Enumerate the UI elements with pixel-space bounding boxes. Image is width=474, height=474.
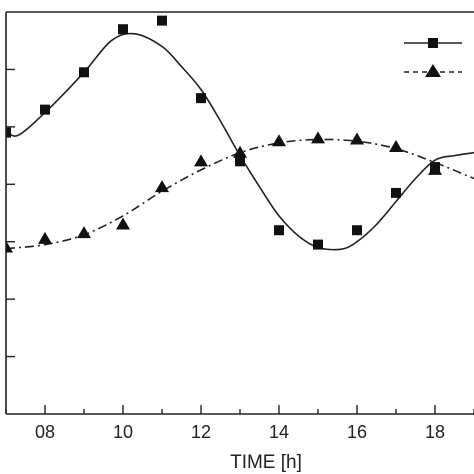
series-1-square-marker — [118, 24, 128, 35]
series-1-square-marker — [274, 225, 284, 236]
series-1-square-marker — [313, 239, 323, 250]
series-2-triangle-marker — [311, 131, 325, 144]
series-2-triangle-marker — [233, 145, 247, 158]
series-1-square-marker — [235, 156, 245, 167]
series-1-square-marker — [79, 67, 89, 78]
series-curves — [6, 32, 474, 251]
legend-marker-series-1 — [428, 38, 438, 48]
axes: 08 10 12 14 16 18 — [5, 11, 474, 442]
series-1-square-marker — [391, 187, 401, 198]
series-2-triangle-marker — [194, 154, 208, 167]
series-markers — [6, 15, 442, 253]
series-1-square-marker — [157, 15, 167, 26]
x-tick-label: 18 — [425, 422, 445, 442]
series-2-triangle-marker — [6, 240, 13, 253]
x-tick-label: 10 — [113, 422, 133, 442]
series-1-square-marker — [352, 225, 362, 236]
series-1-square-marker — [6, 127, 11, 138]
series-1-square-marker — [40, 104, 50, 115]
x-tick-label: 12 — [191, 422, 211, 442]
x-tick-label: 08 — [35, 422, 55, 442]
series-1-square-marker — [196, 93, 206, 104]
series-2-triangle-marker — [389, 139, 403, 152]
series-2-triangle-marker — [350, 132, 364, 145]
x-tick-label: 16 — [347, 422, 367, 442]
series-2-triangle-marker — [38, 231, 52, 244]
series-1-curve — [6, 32, 474, 251]
series-2-triangle-marker — [428, 162, 442, 175]
legend-marker-series-2 — [425, 64, 441, 77]
x-tick-label: 14 — [269, 422, 289, 442]
x-axis-title: TIME [h] — [230, 452, 302, 473]
series-2-triangle-marker — [272, 134, 286, 147]
series-2-triangle-marker — [77, 226, 91, 239]
series-2-triangle-marker — [116, 217, 130, 230]
legend — [404, 38, 462, 77]
series-2-triangle-marker — [155, 180, 169, 193]
